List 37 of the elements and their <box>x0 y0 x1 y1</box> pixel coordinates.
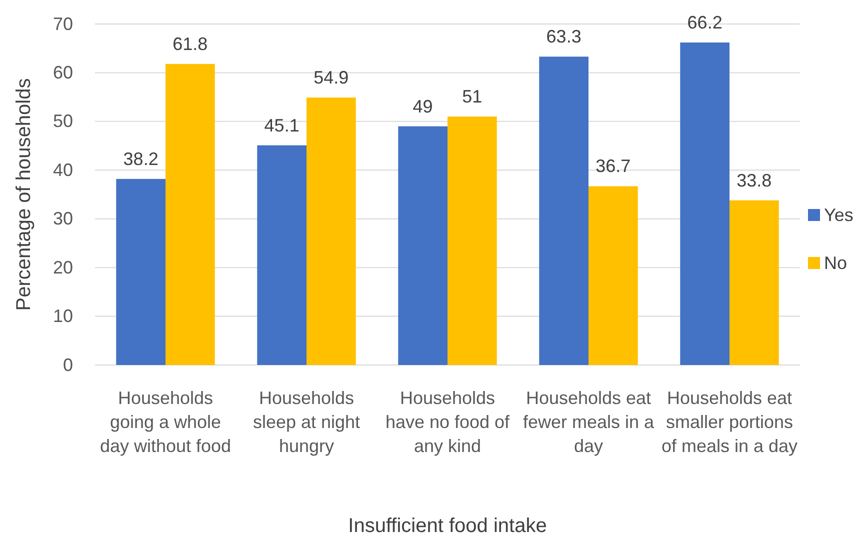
data-label: 66.2 <box>687 12 722 33</box>
bar <box>680 42 730 365</box>
y-tick-label: 70 <box>52 14 73 34</box>
y-tick-label: 20 <box>52 257 73 278</box>
y-tick-label: 50 <box>52 111 73 132</box>
bar <box>116 178 166 365</box>
bar <box>730 200 779 365</box>
y-tick-label: 10 <box>52 306 73 326</box>
x-tick-label: Households going a whole day without food <box>100 388 232 456</box>
bar <box>588 186 638 365</box>
y-tick-label: 60 <box>52 62 73 82</box>
data-label: 54.9 <box>314 68 349 88</box>
data-label: 38.2 <box>123 148 158 169</box>
data-label: 49 <box>412 96 433 116</box>
x-tick-label: Households eat smaller portions of meals in a day <box>661 388 798 456</box>
x-axis-title: Insufficient food intake <box>348 515 547 537</box>
data-label: 51 <box>462 86 482 107</box>
data-label: 45.1 <box>264 115 300 136</box>
bar <box>539 56 588 365</box>
legend-label: Yes <box>824 205 854 225</box>
x-tick-label: Households sleep at night hungry <box>252 388 360 456</box>
bar <box>398 126 448 365</box>
y-tick-label: 40 <box>52 160 73 180</box>
y-tick-label: 30 <box>52 208 73 229</box>
y-tick-label: 0 <box>62 354 73 375</box>
bar <box>257 145 306 365</box>
bar <box>166 64 215 365</box>
x-tick-label: Households have no food of any kind <box>385 388 511 456</box>
data-label: 33.8 <box>736 170 772 190</box>
data-label: 61.8 <box>172 34 208 54</box>
legend-label: No <box>824 253 848 273</box>
bar <box>448 116 497 365</box>
data-label: 63.3 <box>546 26 582 47</box>
bar <box>306 98 356 365</box>
y-axis-title: Percentage of households <box>13 78 35 311</box>
data-label: 36.7 <box>596 156 631 176</box>
x-tick-label: Households eat fewer meals in a day <box>522 388 656 456</box>
